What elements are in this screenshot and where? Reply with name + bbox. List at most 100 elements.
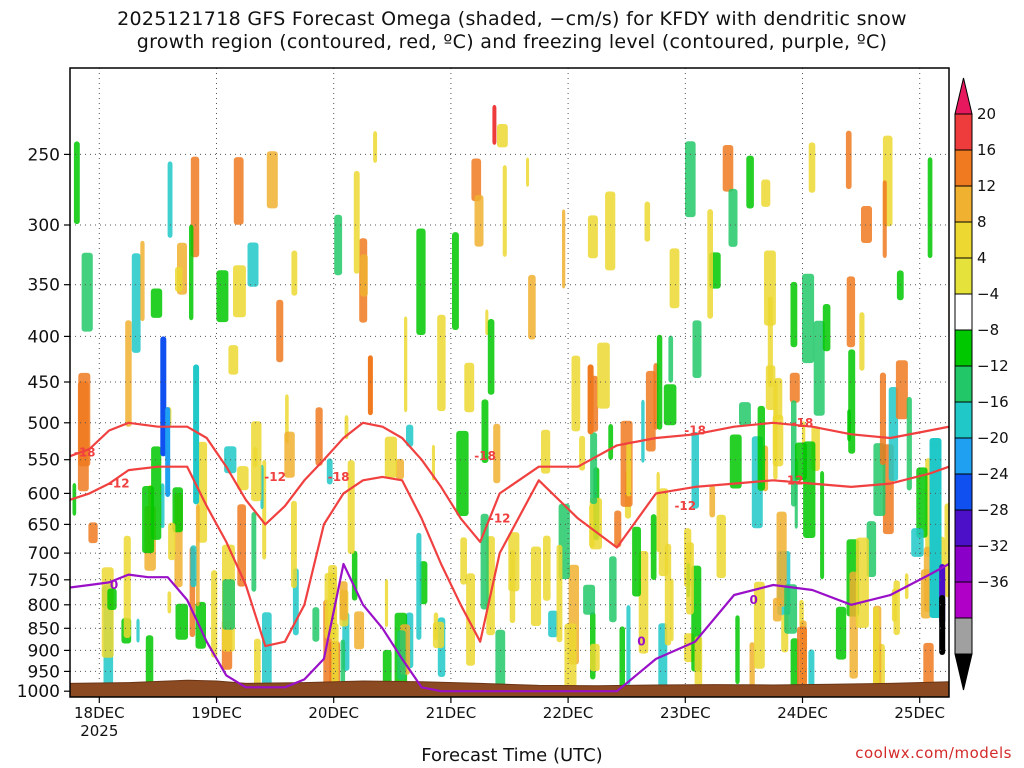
- omega-streak: [541, 429, 551, 474]
- contour-label: 0: [750, 593, 758, 607]
- omega-streak: [382, 649, 392, 697]
- omega-streak: [813, 320, 825, 416]
- omega-streak: [608, 424, 614, 460]
- omega-streak: [334, 214, 343, 276]
- y-tick-label: 900: [28, 641, 60, 661]
- y-tick-label: 350: [28, 276, 60, 296]
- y-tick-label: 700: [28, 544, 60, 564]
- omega-streak: [590, 432, 598, 505]
- colorbar-label: −4: [977, 285, 999, 303]
- colorbar-label: 4: [977, 249, 987, 267]
- omega-streak: [131, 253, 141, 353]
- omega-streak: [797, 626, 807, 697]
- omega-streak: [150, 288, 163, 318]
- omega-streak: [190, 545, 197, 588]
- colorbar-swatch: [954, 149, 973, 187]
- omega-streak: [709, 485, 716, 518]
- colorbar-label: −28: [977, 501, 1009, 519]
- omega-streak: [571, 355, 581, 432]
- omega-streak: [548, 610, 558, 638]
- omega-streak: [530, 546, 542, 626]
- omega-streak: [360, 254, 368, 297]
- omega-streak: [879, 372, 886, 465]
- omega-streak: [233, 265, 246, 318]
- omega-streak: [896, 270, 904, 301]
- omega-streak: [495, 629, 506, 687]
- omega-streak: [509, 549, 516, 624]
- omega-streak: [123, 535, 131, 638]
- terrain-ground: [69, 679, 950, 698]
- omega-streak: [772, 414, 784, 467]
- omega-streak: [140, 240, 145, 322]
- omega-streak: [866, 521, 877, 577]
- omega-streak: [749, 642, 755, 697]
- contour-freezing: [70, 562, 949, 693]
- contour-label: -12: [674, 499, 696, 513]
- colorbar-swatch: [954, 293, 973, 331]
- colorbar-swatch: [954, 185, 973, 223]
- y-tick-label: 1000: [17, 682, 60, 702]
- y-tick-label: 750: [28, 571, 60, 591]
- y-tick-label: 650: [28, 515, 60, 535]
- omega-streak: [795, 442, 807, 481]
- contour-label: -18: [792, 416, 814, 430]
- omega-streak: [847, 409, 851, 442]
- omega-streak: [197, 441, 208, 543]
- omega-streak: [175, 603, 188, 640]
- omega-streak: [746, 155, 754, 209]
- omega-streak: [641, 399, 645, 463]
- omega-core: [939, 595, 946, 655]
- credit-text[interactable]: coolwx.com/models: [855, 744, 1012, 762]
- omega-streak: [276, 299, 284, 363]
- omega-streak: [416, 532, 422, 640]
- omega-streak: [416, 228, 426, 335]
- omega-streak: [590, 643, 600, 672]
- omega-streak: [784, 584, 798, 634]
- colorbar-label: 12: [977, 177, 996, 195]
- omega-streak: [888, 387, 899, 481]
- omega-streak: [891, 588, 897, 622]
- colorbar-label: −32: [977, 537, 1009, 555]
- omega-streak: [195, 601, 206, 649]
- omega-streak: [789, 372, 800, 403]
- omega-streak: [464, 362, 475, 413]
- omega-streak: [211, 570, 218, 658]
- omega-streak: [609, 556, 617, 623]
- contour-dgz_upper: [70, 421, 949, 543]
- omega-streak: [73, 141, 80, 225]
- omega-streak: [471, 158, 482, 202]
- omega-streak: [626, 443, 632, 497]
- omega-streak: [790, 281, 798, 348]
- omega-streak: [384, 436, 397, 478]
- colorbar-swatch: [954, 617, 973, 655]
- omega-streak: [739, 402, 751, 426]
- y-axis: 2503003504004505005506006507007508008509…: [17, 145, 70, 702]
- x-tick-label: 23DEC: [660, 704, 711, 722]
- omega-streak: [216, 270, 229, 323]
- omega-core: [367, 355, 373, 416]
- omega-streak: [373, 131, 378, 163]
- omega-streak: [253, 446, 258, 468]
- omega-streak: [920, 569, 931, 619]
- colorbar-label: −8: [977, 321, 999, 339]
- omega-streak: [791, 400, 797, 507]
- x-tick-label: 24DEC: [777, 704, 828, 722]
- chart-title-line-1: 2025121718 GFS Forecast Omega (shaded, −…: [117, 8, 907, 30]
- omega-streak: [284, 431, 295, 478]
- omega-streak: [644, 201, 651, 242]
- omega-streak: [312, 607, 320, 642]
- omega-streak: [291, 250, 298, 296]
- omega-streak: [395, 458, 404, 480]
- omega-streak: [456, 430, 469, 516]
- omega-streak: [846, 276, 856, 348]
- omega-streak: [251, 512, 257, 592]
- colorbar-swatch: [954, 401, 973, 439]
- omega-streak: [753, 581, 765, 669]
- omega-streak: [944, 503, 949, 598]
- omega-streak: [626, 605, 631, 685]
- colorbar-label: −20: [977, 429, 1009, 447]
- colorbar-swatch: [954, 113, 973, 151]
- omega-streak: [906, 396, 912, 491]
- omega-streak: [761, 179, 771, 207]
- omega-streak: [589, 497, 602, 550]
